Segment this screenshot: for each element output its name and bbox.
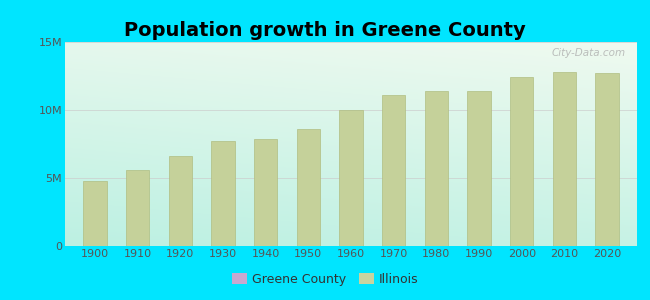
Bar [126, 170, 150, 246]
Bar [296, 129, 320, 246]
Bar [510, 77, 534, 246]
Bar [595, 73, 619, 246]
Bar [382, 95, 406, 246]
Bar [83, 181, 107, 246]
Bar [467, 91, 491, 246]
Text: City-Data.com: City-Data.com [551, 48, 625, 58]
Bar [254, 139, 278, 246]
Bar [168, 156, 192, 246]
Bar [424, 91, 448, 246]
Text: Population growth in Greene County: Population growth in Greene County [124, 21, 526, 40]
Legend: Greene County, Illinois: Greene County, Illinois [227, 268, 423, 291]
Bar [339, 110, 363, 246]
Bar [552, 72, 576, 246]
Bar [211, 141, 235, 246]
